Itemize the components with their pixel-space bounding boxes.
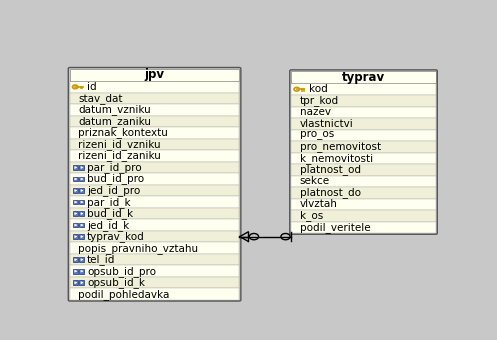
Text: typrav: typrav (342, 71, 385, 84)
FancyBboxPatch shape (79, 165, 84, 170)
FancyBboxPatch shape (79, 177, 84, 181)
Text: vlvztah: vlvztah (300, 200, 337, 209)
FancyBboxPatch shape (70, 196, 240, 208)
Text: jed_id_k: jed_id_k (87, 220, 129, 231)
FancyBboxPatch shape (291, 176, 436, 187)
FancyBboxPatch shape (70, 150, 240, 162)
FancyBboxPatch shape (291, 95, 436, 106)
FancyBboxPatch shape (70, 127, 240, 139)
Text: k_nemovitosti: k_nemovitosti (300, 153, 373, 164)
Text: par_id_pro: par_id_pro (87, 162, 142, 173)
FancyBboxPatch shape (70, 92, 240, 104)
FancyBboxPatch shape (70, 277, 240, 288)
Text: datum_vzniku: datum_vzniku (79, 104, 151, 115)
FancyBboxPatch shape (70, 69, 240, 81)
FancyBboxPatch shape (79, 200, 84, 204)
Text: rizeni_id_zaniku: rizeni_id_zaniku (79, 151, 161, 162)
FancyBboxPatch shape (79, 188, 84, 193)
FancyBboxPatch shape (79, 257, 84, 262)
Text: pro_nemovitost: pro_nemovitost (300, 141, 381, 152)
Text: rizeni_id_vzniku: rizeni_id_vzniku (79, 139, 161, 150)
FancyBboxPatch shape (73, 211, 78, 216)
FancyBboxPatch shape (79, 223, 84, 227)
Text: opsub_id_pro: opsub_id_pro (87, 266, 156, 277)
Text: pro_os: pro_os (300, 130, 334, 140)
Text: jpv: jpv (145, 68, 165, 81)
Text: podil_pohledavka: podil_pohledavka (79, 289, 169, 300)
FancyBboxPatch shape (73, 188, 78, 193)
FancyBboxPatch shape (70, 254, 240, 266)
Text: popis_pravniho_vztahu: popis_pravniho_vztahu (79, 243, 198, 254)
FancyBboxPatch shape (70, 231, 240, 242)
FancyBboxPatch shape (291, 210, 436, 222)
FancyBboxPatch shape (70, 219, 240, 231)
FancyBboxPatch shape (70, 208, 240, 219)
FancyBboxPatch shape (70, 116, 240, 127)
FancyBboxPatch shape (291, 222, 436, 233)
Text: id: id (87, 82, 97, 92)
Text: stav_dat: stav_dat (79, 93, 123, 104)
FancyBboxPatch shape (73, 280, 78, 285)
Text: platnost_od: platnost_od (300, 165, 361, 175)
Text: priznak_kontextu: priznak_kontextu (79, 128, 168, 138)
Text: vlastnictvi: vlastnictvi (300, 119, 353, 129)
FancyBboxPatch shape (291, 164, 436, 176)
FancyBboxPatch shape (70, 104, 240, 116)
Text: kod: kod (309, 84, 328, 94)
Text: datum_zaniku: datum_zaniku (79, 116, 151, 127)
FancyBboxPatch shape (291, 71, 436, 84)
FancyBboxPatch shape (70, 185, 240, 196)
FancyBboxPatch shape (73, 234, 78, 239)
FancyBboxPatch shape (73, 165, 78, 170)
FancyBboxPatch shape (70, 173, 240, 185)
FancyBboxPatch shape (291, 118, 436, 130)
Text: opsub_id_k: opsub_id_k (87, 277, 145, 288)
FancyBboxPatch shape (79, 280, 84, 285)
FancyBboxPatch shape (70, 242, 240, 254)
FancyBboxPatch shape (291, 130, 436, 141)
Text: par_id_k: par_id_k (87, 197, 131, 207)
FancyBboxPatch shape (70, 139, 240, 150)
FancyBboxPatch shape (291, 141, 436, 153)
Text: platnost_do: platnost_do (300, 187, 361, 198)
FancyBboxPatch shape (291, 199, 436, 210)
Text: bud_id_pro: bud_id_pro (87, 174, 144, 185)
FancyBboxPatch shape (70, 162, 240, 173)
FancyBboxPatch shape (73, 269, 78, 274)
Text: k_os: k_os (300, 210, 323, 221)
Text: sekce: sekce (300, 176, 330, 186)
FancyBboxPatch shape (73, 257, 78, 262)
Text: typrav_kod: typrav_kod (87, 231, 145, 242)
Text: tpr_kod: tpr_kod (300, 95, 339, 106)
FancyBboxPatch shape (70, 266, 240, 277)
Text: podil_veritele: podil_veritele (300, 222, 370, 233)
FancyBboxPatch shape (70, 288, 240, 300)
FancyBboxPatch shape (291, 106, 436, 118)
FancyBboxPatch shape (79, 211, 84, 216)
FancyBboxPatch shape (291, 187, 436, 199)
FancyBboxPatch shape (73, 223, 78, 227)
FancyBboxPatch shape (79, 234, 84, 239)
Text: jed_id_pro: jed_id_pro (87, 185, 141, 196)
FancyBboxPatch shape (79, 269, 84, 274)
Text: bud_id_k: bud_id_k (87, 208, 133, 219)
FancyBboxPatch shape (291, 153, 436, 164)
FancyBboxPatch shape (70, 81, 240, 92)
FancyBboxPatch shape (291, 84, 436, 95)
Text: tel_id: tel_id (87, 254, 115, 265)
FancyBboxPatch shape (73, 200, 78, 204)
FancyBboxPatch shape (73, 177, 78, 181)
Text: nazev: nazev (300, 107, 331, 117)
